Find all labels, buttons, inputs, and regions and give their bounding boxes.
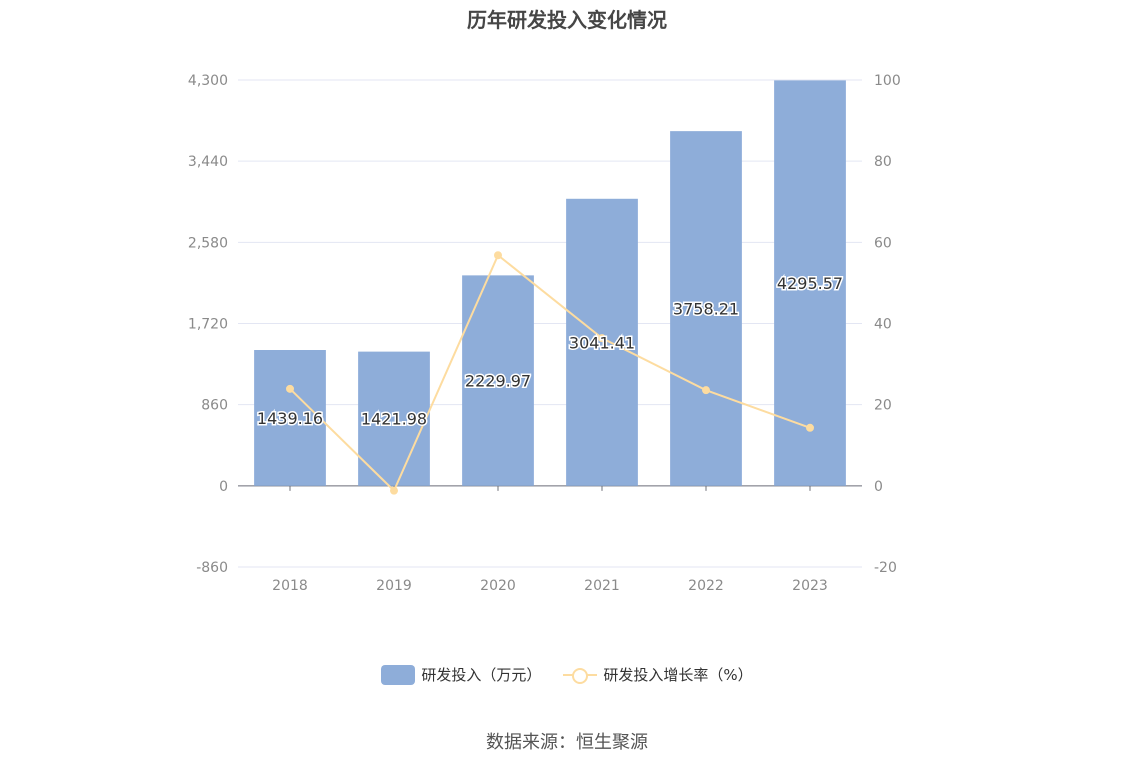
y-left-tick-label: 1,720	[188, 317, 228, 333]
growth-point	[286, 384, 294, 393]
growth-line	[289, 253, 811, 493]
legend-item-line[interactable]: 研发投入增长率（%）	[563, 664, 753, 685]
y-right-tick-label: 40	[874, 317, 892, 333]
y-left-tick-label: 2,580	[188, 235, 228, 251]
bar	[358, 351, 430, 486]
growth-point	[390, 486, 398, 495]
growth-point	[598, 334, 606, 343]
data-source: 数据来源：恒生聚源	[486, 732, 648, 753]
bar	[670, 131, 742, 486]
bar-data-label: 3041.41	[569, 333, 635, 352]
x-tick-label: 2019	[376, 578, 412, 594]
bar-data-label: 1439.16	[257, 409, 323, 428]
x-tick-label: 2018	[272, 578, 308, 594]
legend-item-bar[interactable]: 研发投入（万元）	[381, 664, 541, 685]
x-tick-label: 2020	[480, 578, 516, 594]
bar	[566, 198, 638, 486]
bar-data-label: 3758.21	[673, 299, 739, 318]
x-tick-label: 2023	[792, 578, 828, 594]
legend-bar-swatch	[381, 664, 416, 685]
y-right-tick-label: 80	[874, 154, 892, 170]
bar	[254, 350, 326, 486]
y-left-tick-label: 0	[219, 479, 228, 495]
legend-line-swatch	[563, 665, 598, 685]
legend-line-label: 研发投入增长率（%）	[603, 666, 753, 684]
chart-svg: 4,300 100 3,440 80 2,580 60 1,720 40 860 20 0 0 -860…	[188, 73, 901, 594]
y-left-tick-label: 3,440	[188, 154, 228, 170]
y-right-tick-label: 20	[874, 398, 892, 414]
y-right-tick-label: 0	[874, 479, 883, 495]
growth-point	[806, 423, 814, 432]
y-right-tick-label: 100	[874, 73, 901, 89]
growth-point	[702, 386, 710, 395]
growth-point	[494, 251, 502, 260]
legend: 研发投入（万元） 研发投入增长率（%）	[0, 664, 1134, 685]
chart-title: 历年研发投入变化情况	[467, 8, 667, 32]
y-left-tick-label: 860	[201, 398, 228, 414]
bar-data-label: 4295.57	[777, 274, 843, 293]
y-right-tick-label: -20	[874, 560, 897, 576]
y-left-tick-label: 4,300	[188, 73, 228, 89]
bar-data-label: 1421.98	[361, 410, 427, 429]
x-tick-label: 2021	[584, 578, 620, 594]
y-left-tick-label: -860	[196, 560, 228, 576]
bar-data-label: 2229.97	[465, 372, 531, 391]
legend-bar-label: 研发投入（万元）	[421, 666, 542, 684]
x-tick-label: 2022	[688, 578, 724, 594]
y-right-tick-label: 60	[874, 235, 892, 251]
